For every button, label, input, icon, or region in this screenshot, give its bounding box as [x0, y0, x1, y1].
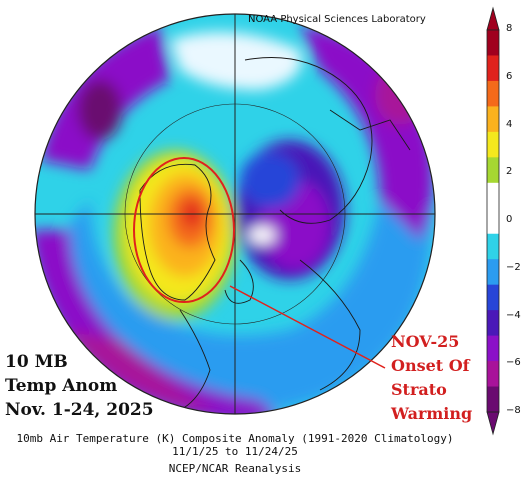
neutral-band-north: [170, 32, 302, 90]
colorbar-frame: [486, 29, 500, 413]
colorbar-segment: [487, 259, 499, 286]
latitude-circle: [124, 103, 346, 325]
colorbar-segment: [487, 361, 499, 388]
anomaly-map: [35, 14, 435, 414]
colorbar-segment: [487, 233, 499, 260]
colorbar-segment: [487, 335, 499, 362]
colorbar-segment: [487, 284, 499, 311]
title-level: 10 MB: [5, 352, 68, 372]
purple-band-northeast: [300, 25, 434, 240]
colorbar-min-arrow: [486, 411, 500, 436]
colorbar-max-arrow: [486, 6, 500, 31]
title-period: Nov. 1-24, 2025: [5, 400, 154, 420]
title-variable: Temp Anom: [5, 376, 118, 396]
colorbar-tick-label: 8: [506, 23, 513, 34]
colorbar-segment: [487, 208, 499, 235]
map-border: [34, 13, 436, 415]
colorbar: [486, 6, 500, 436]
colorbar-segment: [487, 310, 499, 337]
colorbar-segment: [487, 106, 499, 133]
magenta-northeast: [375, 65, 425, 125]
colorbar-segment: [487, 131, 499, 158]
colorbar-segment: [487, 30, 499, 56]
caption-dates: 11/1/25 to 11/24/25: [172, 445, 298, 458]
lab-credit: NOAA Physical Sciences Laboratory: [248, 14, 426, 25]
colorbar-segment: [487, 55, 499, 82]
annotation-pointer: [229, 285, 386, 369]
dark-purple-northwest: [78, 80, 122, 140]
colorbar-segment: [487, 157, 499, 184]
colorbar-tick-label: −6: [506, 357, 521, 369]
colorbar-tick-label: 0: [506, 214, 513, 225]
colorbar-tick-label: −4: [506, 309, 521, 321]
colorbar-tick-label: 4: [506, 118, 513, 130]
annotation-line-4: Warming: [391, 404, 473, 423]
annotation-line-3: Strato: [391, 380, 447, 399]
colorbar-segment: [487, 386, 499, 413]
colorbar-tick-label: −2: [506, 261, 521, 273]
coastlines: [139, 57, 411, 411]
colorbar-tick-label: −8: [506, 405, 521, 416]
neutral-spot: [248, 226, 276, 244]
cold-zone-blue: [240, 152, 300, 208]
colorbar-segment: [487, 182, 499, 209]
magenta-band-south: [60, 330, 220, 414]
caption-title: 10mb Air Temperature (K) Composite Anoma…: [16, 432, 454, 445]
annotation-line-2: Onset Of: [391, 356, 470, 375]
colorbar-segment: [487, 80, 499, 107]
warming-highlight-ellipse: [133, 157, 235, 303]
colorbar-tick-label: 2: [506, 166, 513, 178]
annotation-line-1: NOV-25: [391, 332, 460, 351]
colorbar-tick-label: 6: [506, 70, 513, 82]
blue-band: [40, 110, 432, 414]
caption-source: NCEP/NCAR Reanalysis: [168, 462, 302, 475]
